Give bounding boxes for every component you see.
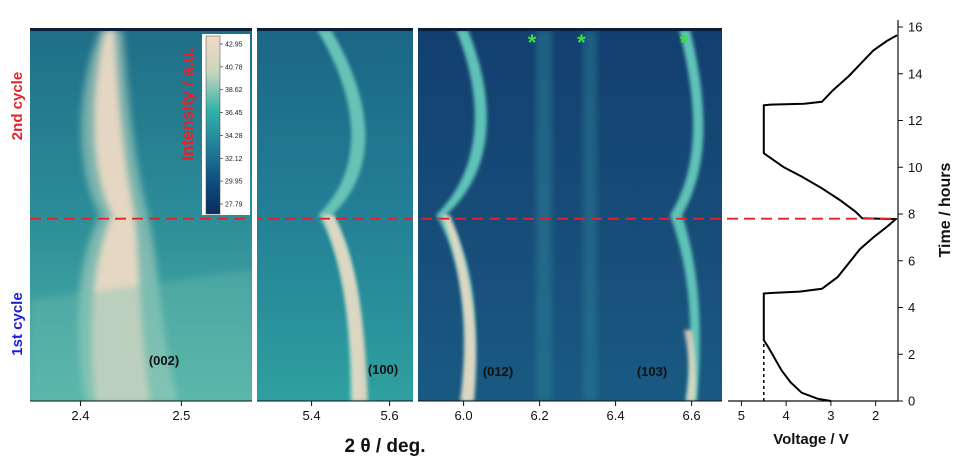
heatmap-x-tick-label: 5.6 [381, 408, 399, 423]
time-y-tick-label: 4 [908, 300, 915, 315]
voltage-x-tick-label: 5 [738, 408, 745, 423]
panel-gap [252, 28, 257, 402]
heatmap-glow-lower [30, 270, 252, 401]
peak-marker-asterisk: * [577, 30, 586, 55]
time-y-tick-label: 12 [908, 113, 922, 128]
colorbar-tick-label: 40.78 [225, 64, 243, 71]
colorbar-label: Intensity / a.u. [178, 47, 197, 160]
colorbar-tick-label: 36.45 [225, 110, 243, 117]
time-y-tick-label: 2 [908, 347, 915, 362]
colorbar [205, 35, 221, 215]
colorbar-tick-label: 32.12 [225, 156, 243, 163]
peak-label-002: (002) [149, 353, 179, 368]
time-y-tick-label: 0 [908, 394, 915, 409]
time-y-tick-label: 16 [908, 20, 922, 35]
time-y-tick-label: 6 [908, 253, 915, 268]
heatmap-peak-012-bright [442, 215, 476, 401]
time-y-tick-label: 14 [908, 66, 922, 81]
heatmap-x-tick-label: 6.4 [607, 408, 625, 423]
heatmap-peak-103 [670, 30, 704, 401]
heatmap-x-tick-label: 5.4 [303, 408, 321, 423]
heatmap-peak-100-bright [322, 215, 368, 401]
colorbar-tick-label: 42.95 [225, 42, 243, 49]
heatmap-panel-100: (100) [257, 30, 413, 401]
peak-label-100: (100) [368, 362, 398, 377]
heatmap-x-tick-label: 6.2 [531, 408, 549, 423]
heatmap-panel-002: 42.95 40.78 38.62 36.45 34.28 32.12 29.95 27.79… [30, 30, 252, 401]
peak-marker-asterisk: * [680, 30, 689, 55]
voltage-x-tick-label: 4 [783, 408, 790, 423]
heatmap-peak-103-bright [684, 330, 696, 401]
heatmap-x-tick-label: 2.5 [172, 408, 190, 423]
heatmap-band-6-31 [583, 30, 597, 401]
colorbar-tick-label: 29.95 [225, 179, 243, 186]
time-y-tick-label: 8 [908, 207, 915, 222]
time-y-axis-label: Time / hours [937, 162, 954, 257]
heatmap-x-axis-label: 2 θ / deg. [344, 436, 425, 457]
colorbar-tick-label: 38.62 [225, 87, 243, 94]
heatmap-x-tick-label: 6.0 [455, 408, 473, 423]
heatmap-panel-012-103: (012) (103) * * * [418, 30, 722, 401]
heatmap-band-6-18 [536, 30, 552, 401]
heatmap-x-tick-label: 6.6 [683, 408, 701, 423]
heatmap-x-tick-label: 2.4 [71, 408, 89, 423]
panel-gap [413, 28, 418, 402]
voltage-x-tick-label: 2 [872, 408, 879, 423]
heatmap-background [257, 30, 413, 401]
colorbar-tick-label: 27.79 [225, 202, 243, 209]
heatmap-top-border [30, 28, 722, 31]
peak-marker-asterisk: * [528, 30, 537, 55]
time-y-tick-label: 10 [908, 160, 922, 175]
peak-label-012: (012) [483, 364, 513, 379]
voltage-x-tick-label: 3 [827, 408, 834, 423]
colorbar-tick-label: 34.28 [225, 133, 243, 140]
cycle-label-1st: 1st cycle [9, 292, 26, 355]
voltage-time-plot: 5 4 3 2 0 2 4 6 8 10 12 14 16 Voltage / V Time / ho… [728, 20, 954, 448]
voltage-x-axis-label: Voltage / V [773, 431, 849, 448]
cycle-label-2nd: 2nd cycle [9, 72, 26, 140]
peak-label-103: (103) [637, 364, 667, 379]
voltage-time-curve [762, 34, 899, 402]
